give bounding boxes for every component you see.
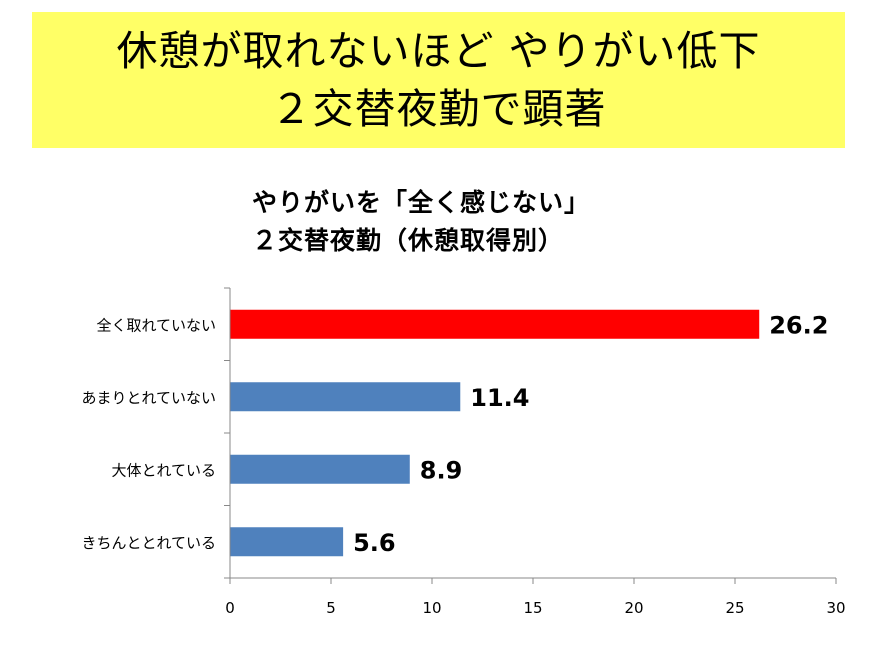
category-label: 大体とれている [111,461,216,479]
chart-title-line-2: ２交替夜勤（休憩取得別） [252,226,565,255]
bar [230,382,461,412]
bar [230,454,410,484]
data-label: 8.9 [420,456,463,484]
category-label: あまりとれていない [81,389,216,407]
category-label: きちんととれている [81,534,216,552]
chart-title-line-1: やりがいを「全く感じない」 [252,188,591,217]
x-tick-label: 30 [826,599,845,617]
data-label: 11.4 [470,384,529,412]
data-label: 5.6 [353,529,396,557]
bar [230,527,344,557]
chart-title: やりがいを「全く感じない」 ２交替夜勤（休憩取得別） [252,184,672,260]
x-tick-label: 25 [725,599,744,617]
x-tick-label: 5 [326,599,336,617]
category-label: 全く取れていない [96,316,216,334]
data-label: 26.2 [769,311,828,339]
title-banner: 休憩が取れないほど やりがい低下 ２交替夜勤で顕著 [32,12,845,148]
x-tick-label: 20 [624,599,643,617]
x-tick-label: 15 [523,599,542,617]
x-tick-label: 10 [422,599,441,617]
x-tick-label: 0 [225,599,235,617]
banner-title-line-1: 休憩が取れないほど やりがい低下 [116,27,761,75]
banner-title-line-2: ２交替夜勤で顕著 [270,85,607,133]
bar [230,309,760,339]
